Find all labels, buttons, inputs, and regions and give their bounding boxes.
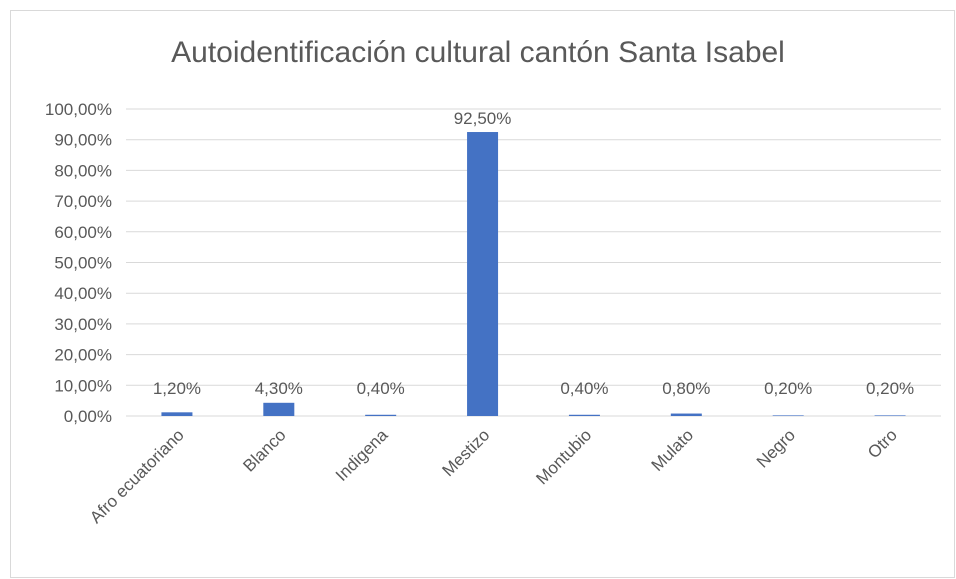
y-tick-label: 70,00% [54,192,112,211]
bar [365,414,397,416]
bar [568,414,600,416]
category-label: Indigena [332,425,392,485]
y-tick-label: 80,00% [54,161,112,180]
y-tick-label: 90,00% [54,131,112,150]
y-tick-label: 50,00% [54,254,112,273]
chart-title: Autoidentificación cultural cantón Santa… [171,36,785,69]
category-label: Montubio [532,425,595,488]
bar [670,413,702,416]
y-tick-label: 60,00% [54,223,112,242]
data-label: 0,20% [866,379,914,398]
data-label: 0,20% [764,379,812,398]
bar [161,412,193,416]
data-label: 0,40% [560,379,608,398]
category-label: Afro ecuatoriano [86,425,188,527]
y-tick-label: 0,00% [64,407,112,426]
category-label: Mulato [648,425,698,475]
y-tick-label: 100,00% [45,100,112,119]
bar [263,402,295,416]
bar [874,415,906,416]
category-label: Blanco [239,425,289,475]
y-tick-label: 40,00% [54,284,112,303]
category-label: Negro [753,425,799,471]
bar [467,132,499,416]
y-tick-label: 30,00% [54,315,112,334]
data-label: 1,20% [153,379,201,398]
category-label: Mestizo [439,425,494,480]
data-label: 0,80% [662,379,710,398]
y-tick-label: 10,00% [54,376,112,395]
category-label: Otro [864,425,901,462]
data-label: 0,40% [357,379,405,398]
y-tick-label: 20,00% [54,346,112,365]
data-label: 4,30% [255,379,303,398]
bar [772,415,804,416]
data-label: 92,50% [454,109,512,128]
